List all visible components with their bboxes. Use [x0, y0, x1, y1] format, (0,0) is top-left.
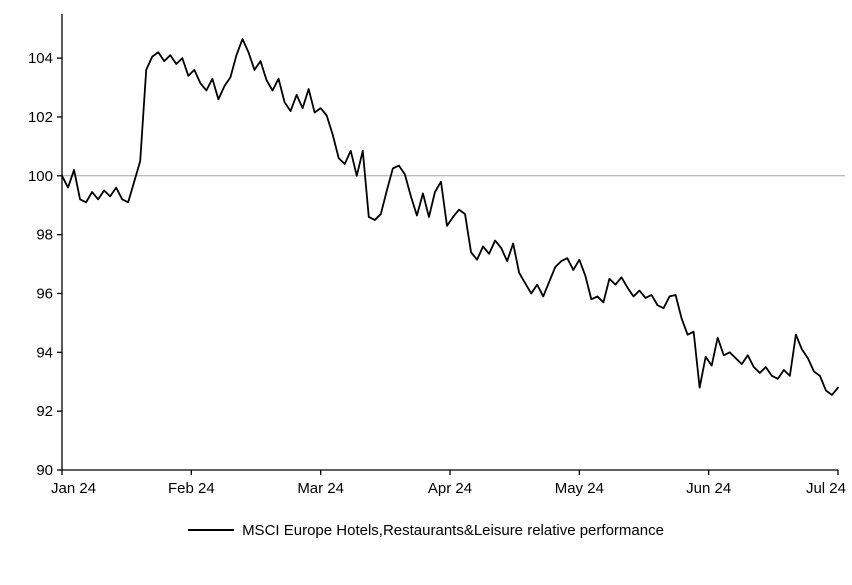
legend-label: MSCI Europe Hotels,Restaurants&Leisure r…: [242, 521, 664, 539]
x-tick-label: Jan 24: [51, 480, 96, 497]
x-tick-label: Mar 24: [297, 480, 344, 497]
relative-performance-line-chart: 90 92 94 96 98 100 102 104 Jan 24 Feb 24 Mar 24 Apr…: [28, 14, 846, 497]
x-tick-label: Jul 24: [806, 480, 846, 497]
performance-series-line: [61, 38, 839, 396]
y-tick-label: 92: [36, 403, 53, 420]
y-tick-label: 94: [36, 344, 53, 361]
y-tick-label: 102: [28, 109, 53, 126]
y-tick-label: 90: [36, 462, 53, 479]
x-tick-label: Feb 24: [168, 480, 215, 497]
y-tick-label: 100: [28, 168, 53, 185]
y-tick-label: 96: [36, 285, 53, 302]
y-tick-label: 104: [28, 50, 53, 67]
x-tick-label: Jun 24: [686, 480, 731, 497]
x-tick-label: May 24: [555, 480, 604, 497]
y-tick-label: 98: [36, 227, 53, 244]
legend-line-sample: [188, 529, 235, 531]
legend: MSCI Europe Hotels,Restaurants&Leisure r…: [0, 510, 852, 550]
x-tick-label: Apr 24: [428, 480, 472, 497]
